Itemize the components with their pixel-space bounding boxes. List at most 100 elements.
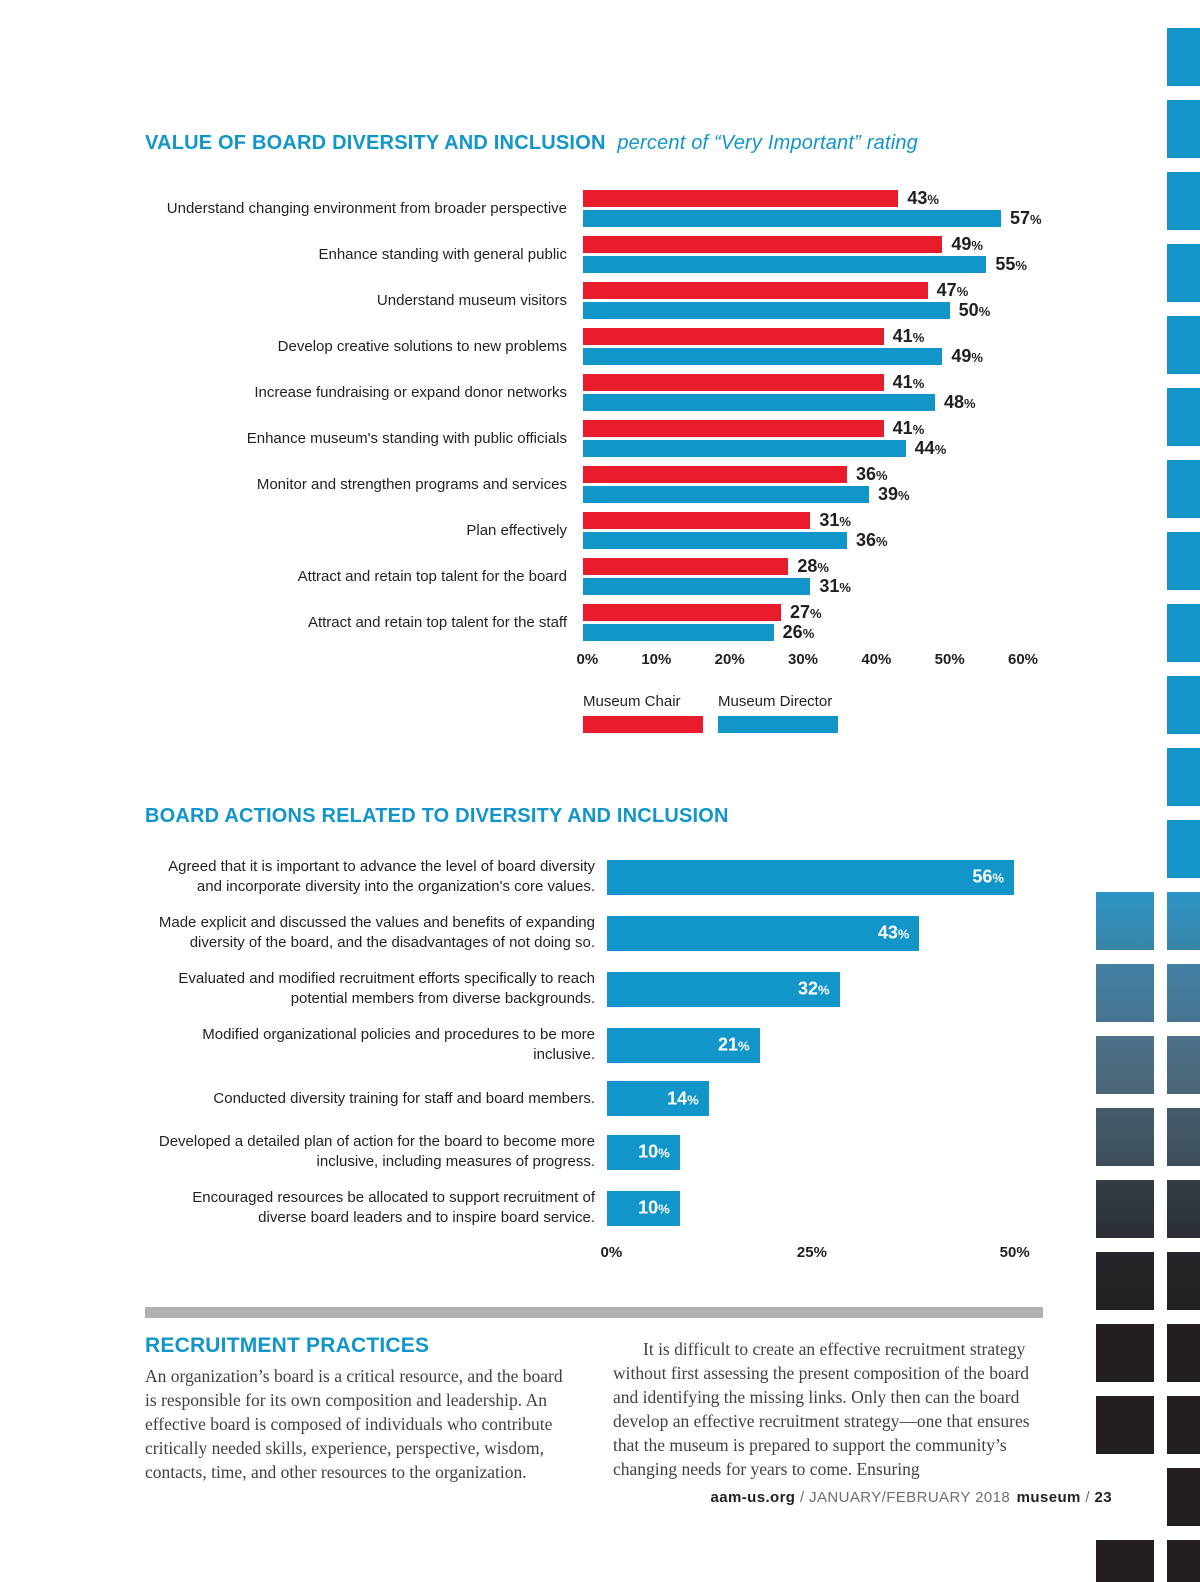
- legend-label-museum-chair: Museum Chair: [583, 693, 681, 710]
- chart1-bar-director: [583, 486, 869, 503]
- chart1-category-label: Monitor and strengthen programs and serv…: [256, 475, 567, 493]
- chart1-bars: 49% 55%: [583, 235, 1027, 273]
- decor-square: [1096, 1396, 1154, 1454]
- chart2-plot: 32%: [607, 971, 1043, 1007]
- chart1-row: Increase fundraising or expand donor net…: [145, 373, 1043, 411]
- chart1-barline: 27%: [583, 601, 1023, 622]
- chart1-category-label: Understand changing environment from bro…: [166, 199, 567, 217]
- chart2-plot: 56%: [607, 859, 1043, 895]
- chart2-bar: 14%: [607, 1081, 709, 1116]
- chart1-row: Enhance museum's standing with public of…: [145, 417, 1043, 457]
- chart2-value-label: 56%: [972, 866, 1004, 887]
- article-left-column: RECRUITMENT PRACTICES An organization’s …: [145, 1334, 575, 1484]
- chart1-value-label: 49%: [951, 345, 983, 366]
- decor-square: [1167, 172, 1200, 230]
- axis-tick: 20%: [714, 651, 745, 668]
- chart1-subtitle: percent of “Very Important” rating: [617, 132, 918, 154]
- chart1-bar-chair: [583, 190, 899, 207]
- chart-value-of-board-diversity: Understand changing environment from bro…: [145, 187, 1043, 733]
- chart1-row: Enhance standing with general public 49% 5…: [145, 235, 1043, 273]
- chart1-bar-chair: [583, 374, 884, 391]
- chart1-value-label: 39%: [878, 483, 910, 504]
- chart1-value-label: 31%: [819, 509, 851, 530]
- footer-brand: museum: [1016, 1489, 1081, 1506]
- chart1-barline: 26%: [583, 623, 1023, 641]
- chart1-x-axis: 0% 10% 20% 30% 40% 50% 60%: [576, 651, 1038, 671]
- chart1-value-label: 41%: [892, 325, 925, 346]
- chart1-category-label: Attract and retain top talent for the st…: [307, 613, 567, 631]
- chart1-bar-director: [583, 532, 847, 549]
- chart1-bars: 27% 26%: [583, 601, 1023, 641]
- decor-square: [1167, 820, 1200, 878]
- chart1-value-label: 41%: [892, 417, 925, 438]
- chart2-category-label: Developed a detailed plan of action for …: [158, 1133, 595, 1170]
- footer-separator: /: [799, 1489, 805, 1506]
- chart1-barline: 28%: [583, 555, 1023, 576]
- decor-square: [1167, 316, 1200, 374]
- footer-page-number: 23: [1094, 1489, 1112, 1506]
- chart1-value-label: 27%: [790, 601, 822, 622]
- axis-tick: 60%: [1007, 651, 1039, 668]
- chart1-row: Attract and retain top talent for the st…: [145, 601, 1043, 641]
- chart1-barline: 31%: [583, 509, 1023, 530]
- decor-square: [1167, 604, 1200, 662]
- chart2-value-label: 43%: [877, 922, 910, 943]
- chart1-value-label: 36%: [856, 463, 888, 484]
- chart1-row: Monitor and strengthen programs and serv…: [145, 463, 1043, 504]
- axis-tick: 0%: [600, 1244, 623, 1261]
- decor-square: [1167, 388, 1200, 446]
- decor-square: [1096, 1180, 1154, 1238]
- chart1-value-label: 43%: [907, 187, 939, 208]
- chart1-barline: 39%: [583, 483, 1023, 504]
- axis-tick: 50%: [934, 651, 965, 668]
- chart1-value-label: 28%: [797, 555, 829, 576]
- chart2-plot: 10%: [607, 1190, 1043, 1226]
- decor-square: [1167, 1540, 1200, 1582]
- chart1-bar-chair: [583, 604, 781, 621]
- chart1-bars: 31% 36%: [583, 509, 1023, 549]
- chart2-row: Agreed that it is important to advance t…: [145, 857, 1043, 897]
- chart2-rows: Agreed that it is important to advance t…: [145, 857, 1043, 1228]
- decor-square: [1096, 1540, 1154, 1582]
- chart1-bar-chair: [583, 466, 847, 483]
- decor-square: [1167, 1252, 1200, 1310]
- chart1-category-label: Enhance standing with general public: [318, 245, 567, 263]
- chart1-bar-chair: [583, 282, 928, 299]
- chart1-barline: 50%: [583, 301, 1023, 319]
- decor-square: [1167, 1324, 1200, 1382]
- chart1-category-label: Plan effectively: [466, 521, 567, 539]
- chart1-barline: 43%: [583, 187, 1023, 208]
- chart1-bar-chair: [583, 328, 884, 345]
- chart1-bar-director: [583, 440, 906, 457]
- chart2-plot: 43%: [607, 915, 1043, 951]
- chart1-barline: 49%: [583, 235, 1023, 253]
- chart2-category-label: Encouraged resources be allocated to sup…: [192, 1189, 595, 1226]
- chart1-title: VALUE OF BOARD DIVERSITY AND INCLUSION: [145, 132, 606, 154]
- chart1-barline: 44%: [583, 439, 1023, 457]
- chart2-bar: 10%: [607, 1134, 680, 1170]
- chart1-bar-director: [583, 302, 950, 319]
- chart2-value-label: 32%: [797, 978, 830, 999]
- chart2-row: Encouraged resources be allocated to sup…: [145, 1188, 1043, 1228]
- chart1-barline: 47%: [583, 281, 1023, 299]
- chart2-bar: 32%: [607, 971, 840, 1007]
- chart1-bars: 47% 50%: [583, 281, 1023, 319]
- decor-square: [1167, 100, 1200, 158]
- chart2-row: Modified organizational policies and pro…: [145, 1025, 1043, 1065]
- chart2-value-label: 10%: [638, 1141, 670, 1162]
- footer-issue: JANUARY/FEBRUARY 2018: [809, 1489, 1011, 1506]
- decor-square: [1167, 1180, 1200, 1238]
- axis-tick: 30%: [787, 651, 819, 668]
- decor-square: [1167, 460, 1200, 518]
- chart1-value-label: 55%: [995, 253, 1027, 274]
- chart2-value-label: 10%: [638, 1197, 670, 1218]
- decor-square: [1167, 532, 1200, 590]
- decor-square: [1167, 676, 1200, 734]
- chart1-bars: 28% 31%: [583, 555, 1023, 595]
- chart1-bar-director: [583, 210, 1001, 227]
- footer-separator-2: /: [1085, 1489, 1090, 1506]
- decor-square: [1167, 244, 1200, 302]
- chart1-barline: 31%: [583, 577, 1023, 595]
- legend-swatch-red: [583, 716, 703, 733]
